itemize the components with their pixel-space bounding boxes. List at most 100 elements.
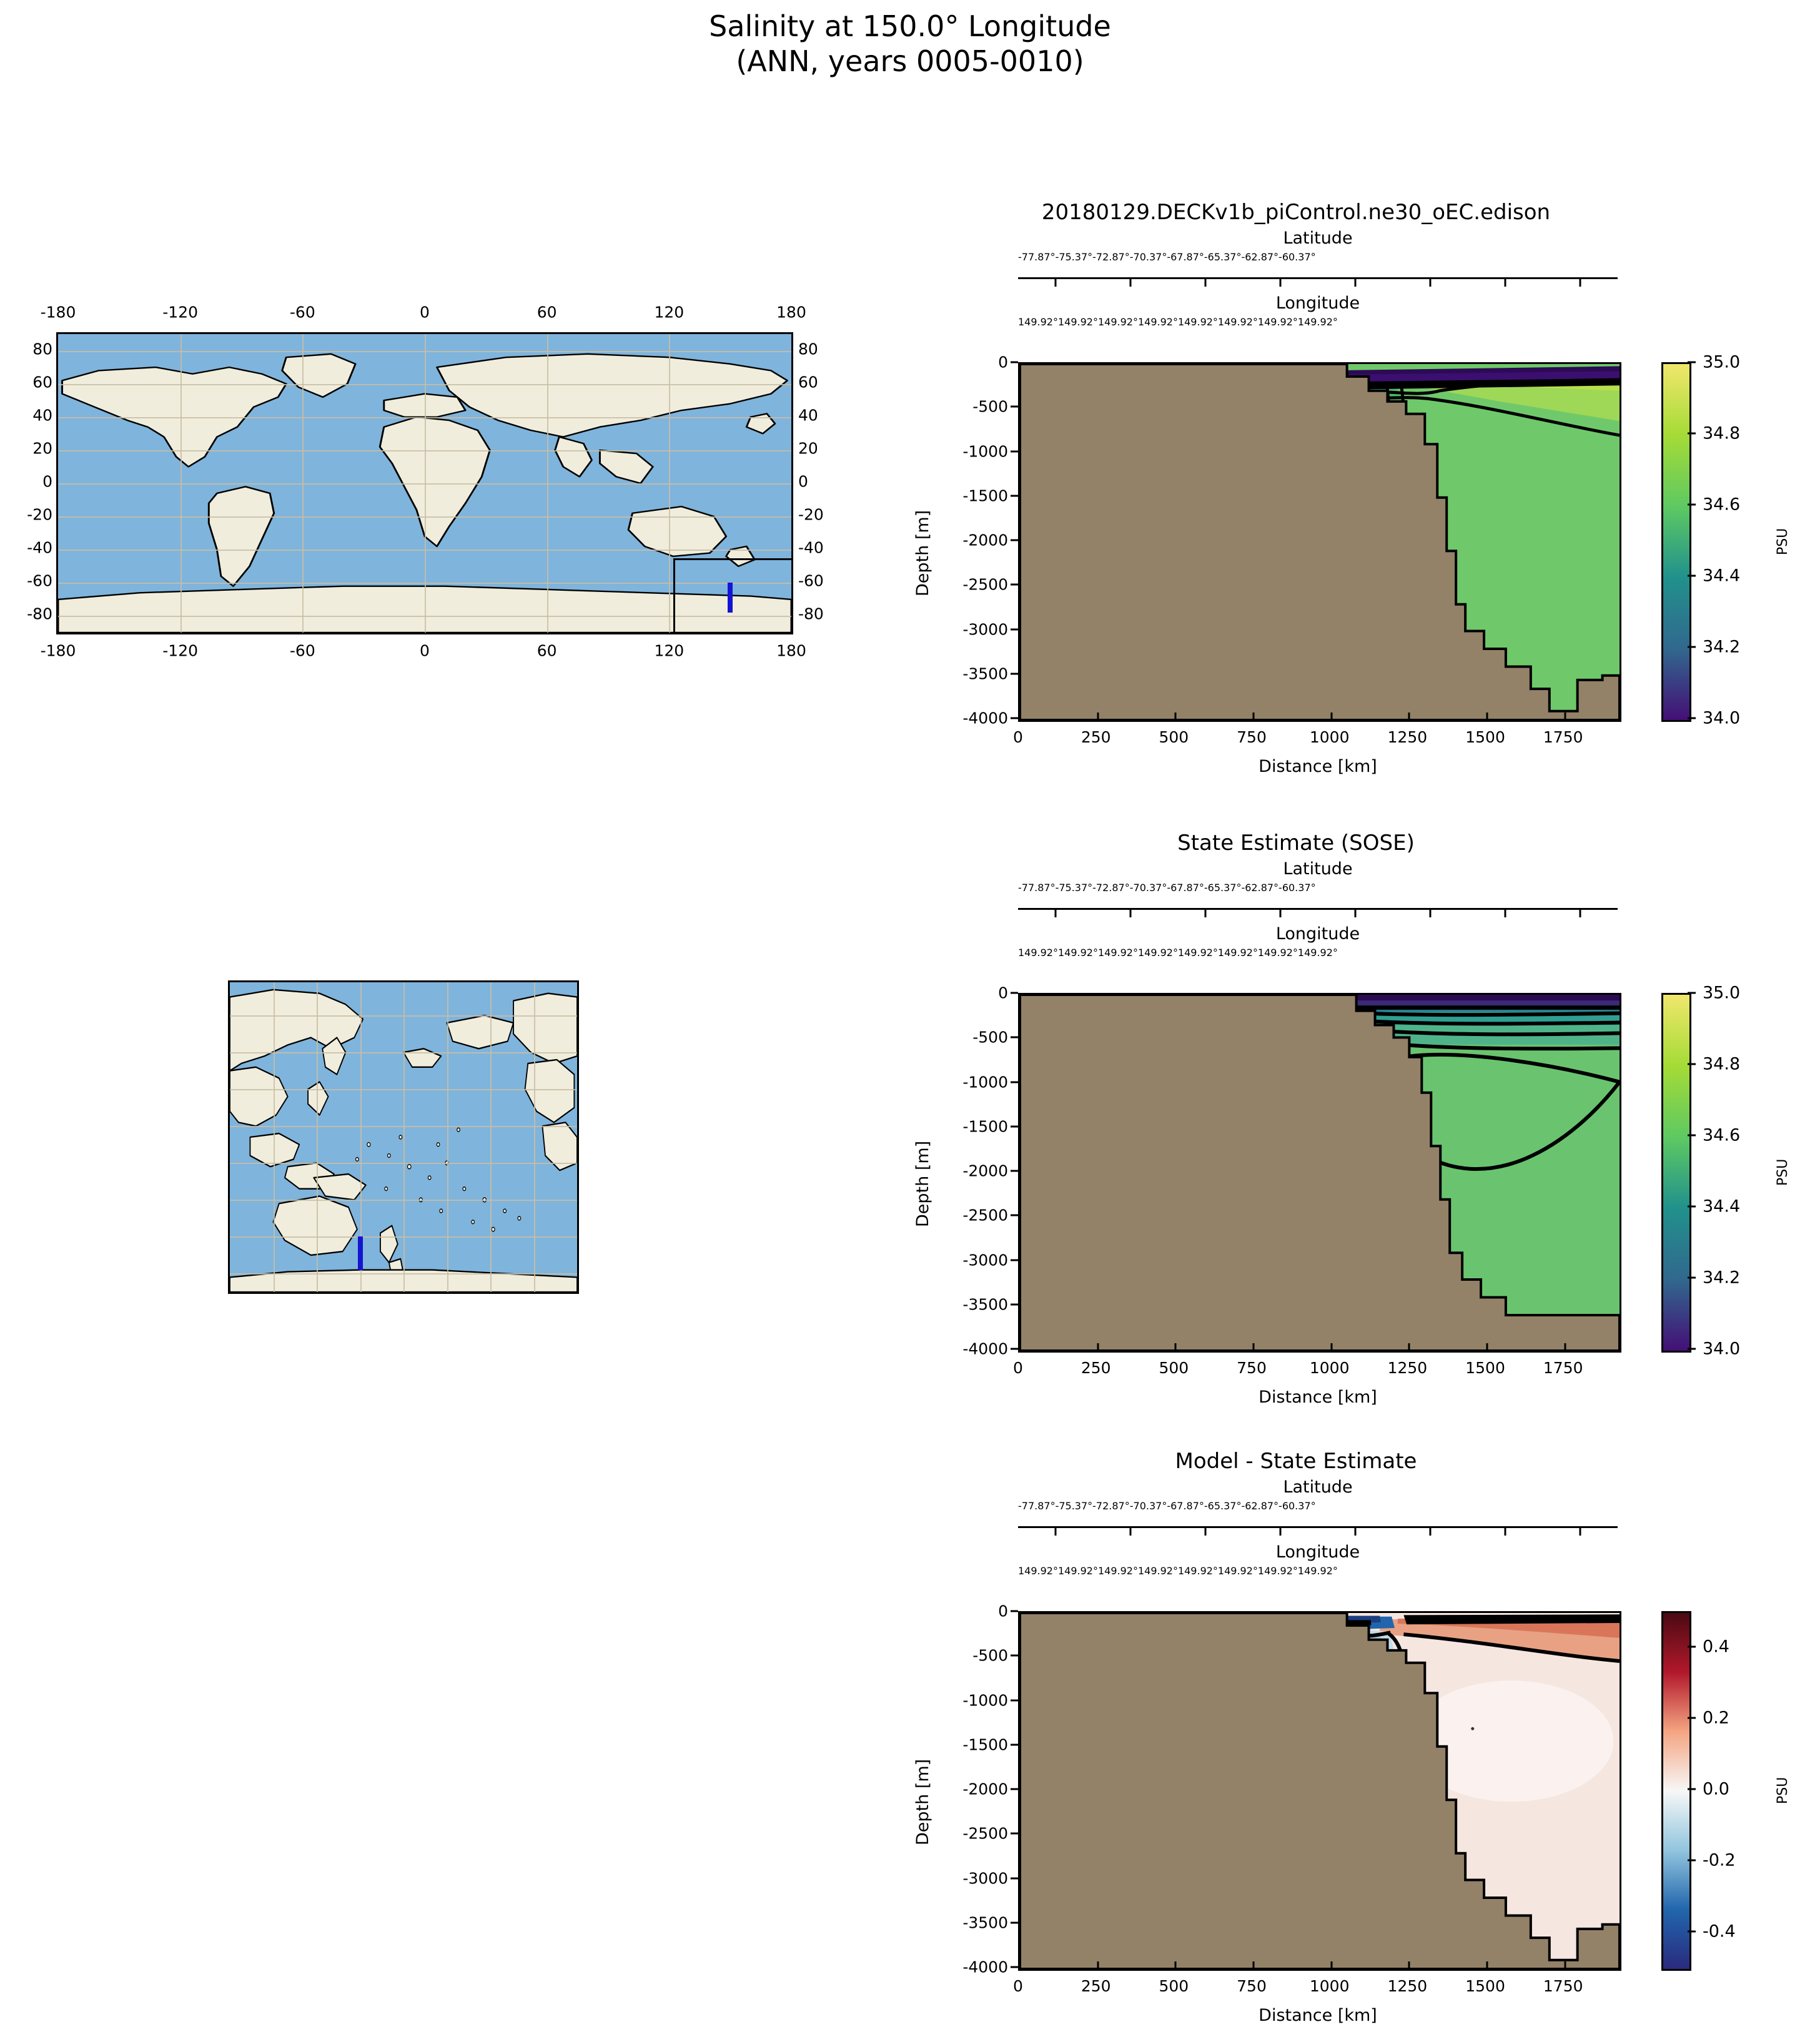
x-axis-tickmark <box>1330 1961 1333 1969</box>
x-axis-tickmark <box>1486 1961 1488 1969</box>
latitude-axis-label: Latitude <box>1283 1477 1353 1497</box>
colorbar <box>1661 1611 1691 1971</box>
regional-map-canvas <box>228 980 579 1294</box>
depth-tick-label: 0 <box>998 353 1008 372</box>
depth-axis-label: Depth [m] <box>913 510 932 596</box>
longitude-tick: 149.92° <box>1057 1565 1098 1577</box>
latitude-axis-tickmark <box>1054 1528 1057 1536</box>
depth-tickmark <box>1011 1654 1018 1657</box>
colorbar-tickmark <box>1688 1348 1696 1350</box>
map-xtick-bottom: 180 <box>776 641 806 660</box>
longitude-tick: 149.92° <box>1137 316 1178 328</box>
distance-tick-label: 1750 <box>1543 1359 1583 1377</box>
depth-tickmark <box>1011 628 1018 630</box>
depth-tickmark <box>1011 1214 1018 1216</box>
regional-locator-map <box>228 980 579 1294</box>
latitude-tick: -67.87° <box>1167 882 1204 894</box>
colorbar-tick-label: 34.4 <box>1703 1196 1741 1216</box>
depth-tick-label: -500 <box>972 397 1008 416</box>
depth-tick-label: -4000 <box>962 1958 1008 1976</box>
colorbar <box>1661 362 1691 722</box>
depth-tickmark <box>1011 1348 1018 1350</box>
latitude-axis-tickmark <box>1129 1528 1132 1536</box>
depth-tick-label: -1500 <box>962 486 1008 505</box>
colorbar-tick-label: 34.0 <box>1703 1339 1741 1359</box>
transect-line-global <box>728 583 733 613</box>
depth-tickmark <box>1011 1744 1018 1746</box>
map-xtick-bottom: 120 <box>654 641 685 660</box>
colorbar-tickmark <box>1688 1645 1696 1648</box>
region-gridline-lon <box>273 982 275 1292</box>
region-gridline-lon <box>317 982 318 1292</box>
region-gridline-lon <box>403 982 405 1292</box>
latitude-axis-line <box>1018 1526 1618 1537</box>
x-axis-tickmark <box>1408 713 1410 720</box>
map-ytick-right: 40 <box>798 406 818 425</box>
latitude-tick-row: -77.87°-75.37°-72.87°-70.37°-67.87°-65.3… <box>1018 251 1618 272</box>
map-ytick-left: 80 <box>32 340 52 358</box>
depth-tickmark <box>1011 1303 1018 1306</box>
longitude-tick: 149.92° <box>1057 316 1098 328</box>
depth-tick-label: -2000 <box>962 1162 1008 1180</box>
distance-tick-label: 1500 <box>1465 728 1505 746</box>
latitude-tick: -77.87° <box>1018 882 1056 894</box>
map-ytick-right: -20 <box>798 505 824 524</box>
latitude-axis-tickmark <box>1204 1528 1207 1536</box>
region-gridline-lon <box>533 982 535 1292</box>
distance-tick-label: 1000 <box>1309 728 1350 746</box>
latitude-tick-row: -77.87°-75.37°-72.87°-70.37°-67.87°-65.3… <box>1018 1500 1618 1521</box>
depth-tick-label: -2500 <box>962 575 1008 594</box>
depth-tick-label: -4000 <box>962 709 1008 728</box>
x-axis-tickmark <box>1174 1343 1177 1351</box>
map-xtick-bottom: -120 <box>162 641 199 660</box>
depth-tick-label: -3500 <box>962 664 1008 683</box>
x-axis-tickmark <box>1486 1343 1488 1351</box>
colorbar-tick-label: -0.2 <box>1703 1850 1736 1870</box>
distance-tick-label: 1250 <box>1387 1977 1428 1995</box>
latitude-axis-tickmark <box>1504 279 1506 287</box>
latitude-axis-tickmark <box>1054 279 1057 287</box>
distance-tick-label: 750 <box>1237 728 1267 746</box>
map-xtick-bottom: -60 <box>289 641 315 660</box>
latitude-tick: -60.37° <box>1278 1500 1316 1512</box>
map-ytick-right: -80 <box>798 604 824 623</box>
colorbar-tickmark <box>1688 992 1696 994</box>
depth-tickmark <box>1011 1125 1018 1128</box>
depth-tick-label: -500 <box>972 1646 1008 1665</box>
x-axis-tickmark <box>1020 1343 1021 1351</box>
map-ytick-right: 80 <box>798 340 818 358</box>
depth-tickmark <box>1011 1877 1018 1879</box>
map-ytick-left: 60 <box>32 373 52 392</box>
colorbar-tickmark <box>1688 1930 1696 1933</box>
latitude-axis-tickmark <box>1429 1528 1432 1536</box>
map-xtick-bottom: 60 <box>537 641 557 660</box>
distance-axis-label: Distance [km] <box>1259 1388 1377 1407</box>
latitude-tick: -67.87° <box>1167 1500 1204 1512</box>
colorbar-tick-label: 34.0 <box>1703 708 1741 728</box>
map-gridline-lon <box>425 334 426 633</box>
x-axis-tickmark <box>1564 1961 1566 1969</box>
global-locator-map: -180 -120 -60 0 60 120 180 <box>27 300 824 687</box>
longitude-tick: 149.92° <box>1137 947 1178 959</box>
distance-tick-label: 750 <box>1237 1977 1267 1995</box>
longitude-tick: 149.92° <box>1177 947 1218 959</box>
map-ytick-right: 60 <box>798 373 818 392</box>
x-axis-tickmark <box>1097 1961 1099 1969</box>
colorbar-tickmark <box>1688 1134 1696 1137</box>
colorbar-tick-label: 0.2 <box>1703 1708 1729 1728</box>
latitude-axis-line <box>1018 277 1618 288</box>
colorbar-tick-label: 34.2 <box>1703 637 1741 657</box>
depth-tick-label: -4000 <box>962 1339 1008 1358</box>
latitude-tick: -65.37° <box>1204 882 1242 894</box>
latitude-axis-tickmark <box>1429 279 1432 287</box>
depth-tick-label: -2000 <box>962 531 1008 550</box>
colorbar-tickmark <box>1688 1859 1696 1862</box>
map-gridline-lon <box>669 334 671 633</box>
latitude-tick: -62.87° <box>1241 1500 1279 1512</box>
map-ytick-left: -20 <box>27 505 52 524</box>
map-xtick-top: 120 <box>654 303 685 322</box>
longitude-tick: 149.92° <box>1257 947 1298 959</box>
longitude-tick: 149.92° <box>1217 1565 1258 1577</box>
depth-tickmark <box>1011 405 1018 408</box>
distance-tick-label: 0 <box>1013 1977 1023 1995</box>
